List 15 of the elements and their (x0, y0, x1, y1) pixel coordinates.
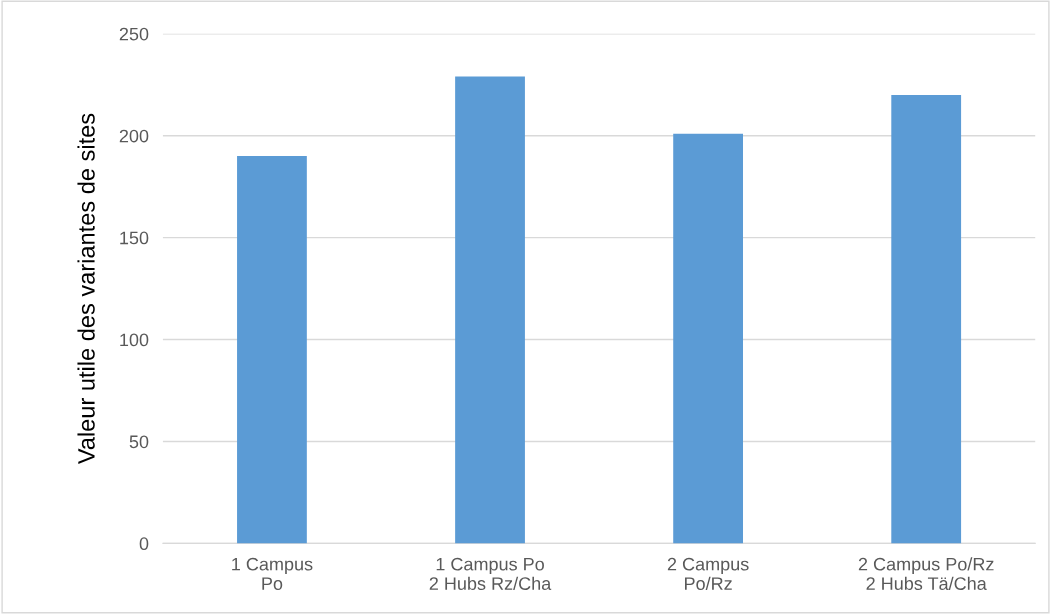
x-tick-label: 1 Campus Po (232, 557, 313, 590)
y-axis-title: Valeur utile des variantes de sites (77, 113, 95, 465)
bar (891, 94, 962, 544)
bar (673, 133, 743, 544)
x-tick-label: 2 Campus Po/Rz (667, 557, 749, 590)
x-tick-label: 2 Campus Po/Rz 2 Hubs Tä/Cha (858, 557, 994, 590)
y-tick-label: 50 (129, 435, 149, 449)
y-tick-label: 0 (139, 537, 149, 551)
x-tick-label: 1 Campus Po 2 Hubs Rz/Cha (429, 557, 552, 590)
y-tick-label: 100 (120, 333, 149, 347)
y-tick-label: 150 (120, 231, 149, 245)
bar (455, 76, 525, 544)
y-tick-label: 200 (119, 129, 149, 143)
bar (237, 156, 307, 544)
y-tick-label: 250 (119, 27, 149, 41)
